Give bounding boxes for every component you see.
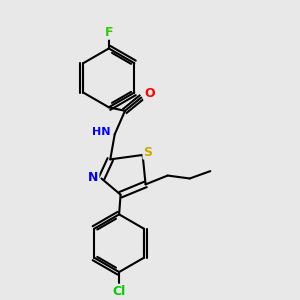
Text: Cl: Cl — [112, 285, 126, 298]
Text: S: S — [143, 146, 152, 158]
Text: HN: HN — [92, 127, 111, 137]
Text: O: O — [144, 87, 155, 100]
Text: F: F — [105, 26, 113, 39]
Text: N: N — [88, 170, 98, 184]
